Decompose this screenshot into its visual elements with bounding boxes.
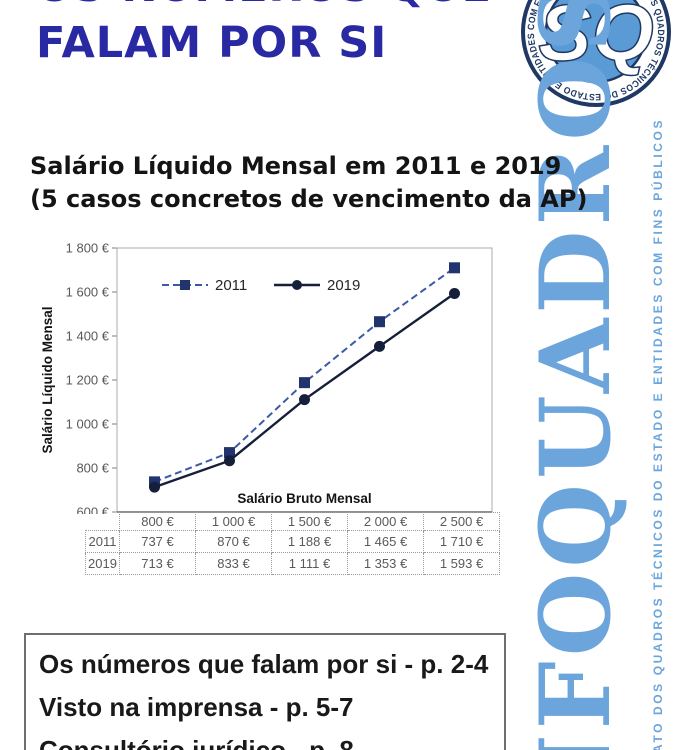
table-row-label: 2011 (85, 530, 120, 553)
data-marker-2019 (374, 340, 385, 352)
table-value-cell: 1 111 € (271, 552, 348, 575)
y-tick-label: 1 600 € (66, 285, 110, 300)
toc-item-1: Os números que falam por si - p. 2-4 (39, 649, 489, 679)
chart-section-heading: Salário Líquido Mensal em 2011 e 2019 (5… (30, 150, 587, 216)
masthead-vertical-subtitle: ATO DOS QUADROS TÉCNICOS DO ESTADO E ENT… (651, 117, 665, 750)
table-row-2011: 2011 737 €870 €1 188 €1 465 €1 710 € (85, 530, 500, 553)
headline-line2: FALAM POR SI (36, 18, 388, 68)
logo-seal: SQ SINDICATO DOS QUADROS TÉCNICOS DO EST… (521, 0, 671, 107)
data-marker-2019 (224, 455, 235, 467)
table-category-header: 1 500 € (271, 512, 348, 531)
salary-line-chart: 600 € 800 € 1 000 € 1 200 € 1 400 € 1 600 € 1 … (40, 241, 493, 515)
table-category-header: 1 000 € (195, 512, 272, 531)
legend-label-2011: 2011 (215, 277, 247, 294)
data-marker-2011 (224, 447, 235, 459)
x-axis-title: Salário Bruto Mensal (237, 491, 371, 506)
toc-item-3: Consultório jurídico - p. 8 (39, 735, 354, 750)
data-marker-2011 (374, 316, 385, 328)
data-marker-2011 (299, 377, 310, 389)
toc-box: Os números que falam por si - p. 2-4 Vis… (24, 633, 506, 750)
y-axis-title: Salário Líquido Mensal (40, 306, 55, 453)
data-marker-2019 (299, 394, 310, 406)
table-value-cell: 1 593 € (423, 552, 500, 575)
table-row-label: 2019 (85, 552, 120, 575)
y-tick-label: 1 000 € (66, 417, 110, 432)
logo-disc (544, 0, 648, 84)
y-tick-label: 1 800 € (66, 241, 110, 256)
table-value-cell: 1 710 € (423, 530, 500, 553)
y-tick-label: 1 400 € (66, 329, 110, 344)
table-header-row: 800 €1 000 €1 500 €2 000 €2 500 € (86, 512, 500, 531)
chart-heading-line2: (5 casos concretos de vencimento da AP) (30, 185, 588, 213)
table-category-header: 2 500 € (423, 512, 500, 531)
data-marker-2019 (449, 288, 460, 300)
table-value-cell: 1 353 € (347, 552, 424, 575)
table-category-header: 2 000 € (347, 512, 424, 531)
table-value-cell: 1 188 € (271, 530, 348, 553)
table-row-2019: 2019 713 €833 €1 111 €1 353 €1 593 € (85, 552, 500, 575)
table-category-header: 800 € (119, 512, 196, 531)
series-line-2011 (154, 266, 456, 483)
data-marker-2011 (449, 262, 460, 274)
table-value-cell: 737 € (119, 530, 196, 553)
table-value-cell: 1 465 € (347, 530, 424, 553)
y-tick-label: 1 200 € (66, 373, 110, 388)
table-value-cell: 870 € (195, 530, 272, 553)
headline-line1: OS NÚMEROS QUE (36, 0, 492, 9)
logo-monogram: SQ (538, 0, 654, 77)
salary-data-table: 800 €1 000 €1 500 €2 000 €2 500 €2011 737… (85, 512, 500, 575)
chart-heading-line1: Salário Líquido Mensal em 2011 e 2019 (30, 152, 562, 180)
data-marker-2019 (149, 481, 160, 493)
toc-item-2: Visto na imprensa - p. 5-7 (39, 692, 354, 722)
series-line-2019 (154, 292, 456, 489)
table-corner-cell (86, 513, 120, 531)
masthead-vertical-title: INFOQUADROS (519, 0, 632, 750)
legend-marker-2019 (292, 280, 302, 290)
legend-label-2019: 2019 (327, 277, 360, 294)
table-value-cell: 833 € (195, 552, 272, 575)
y-tick-label: 600 € (76, 505, 109, 515)
legend-marker-2011 (180, 280, 190, 290)
table-value-cell: 713 € (119, 552, 196, 575)
y-tick-label: 800 € (76, 461, 109, 476)
